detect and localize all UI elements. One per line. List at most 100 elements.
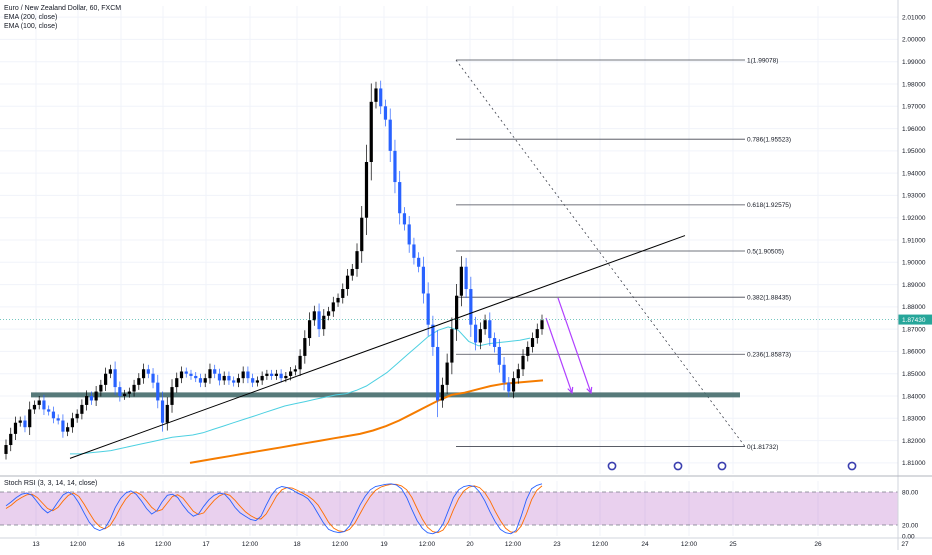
candle-body — [23, 420, 27, 428]
candle-body — [360, 217, 364, 252]
x-tick-label: 17 — [202, 541, 210, 548]
candle-body — [298, 355, 302, 370]
y-tick-label: 1.86000 — [902, 349, 926, 356]
y-tick-label: 1.87000 — [902, 326, 926, 333]
candle-body — [478, 329, 482, 343]
candle-body — [417, 257, 421, 267]
fib-level-label: 0.382(1.88435) — [747, 294, 791, 301]
candle-body — [246, 371, 250, 379]
candle-body — [42, 400, 46, 410]
candle-body — [521, 355, 525, 370]
candle-body — [317, 311, 321, 330]
x-tick-label: 23 — [553, 541, 561, 548]
event-marker-icon — [607, 461, 617, 471]
candle-body — [13, 422, 18, 434]
y-tick-label: 1.84000 — [902, 393, 926, 400]
legend-ema-200: EMA (200, close) — [4, 14, 57, 21]
stoch-lines — [5, 483, 543, 535]
candle-body — [455, 295, 459, 330]
stoch-title: Stoch RSI (3, 3, 14, 14, close) — [4, 480, 97, 487]
x-tick-label: 13 — [32, 541, 40, 548]
candle-body — [141, 369, 146, 379]
stoch-tick-label: 0.00 — [902, 533, 915, 540]
y-tick-label: 1.96000 — [902, 126, 926, 133]
event-marker-icon — [847, 461, 857, 471]
stoch-tick-label: 20.00 — [902, 522, 919, 529]
candle-body — [194, 375, 198, 379]
overlays: 1.87430 — [0, 235, 932, 471]
candle-body — [421, 266, 426, 294]
candle-body — [530, 338, 535, 347]
candle-body — [61, 420, 65, 432]
y-tick-label: 1.82000 — [902, 438, 926, 445]
candle-body — [284, 375, 288, 379]
candle-body — [303, 338, 307, 356]
y-tick-label: 1.98000 — [902, 81, 926, 88]
candle-body — [51, 411, 56, 419]
candle-body — [265, 373, 269, 376]
candle-body — [189, 373, 193, 376]
candle-body — [374, 88, 378, 102]
candle-body — [412, 244, 416, 258]
candle-body — [122, 393, 127, 396]
x-tick-label: 12:00 — [505, 541, 522, 548]
projection-arrow — [557, 297, 592, 394]
fib-level-label: 0.236(1.85873) — [747, 352, 791, 359]
fib-level-label: 0.5(1.90505) — [747, 248, 784, 255]
candle-body — [535, 329, 539, 339]
candle-body — [445, 362, 449, 385]
fib-level-label: 0.786(1.95523) — [747, 137, 791, 144]
candle-body — [251, 378, 255, 383]
candle-body — [345, 275, 350, 290]
candle-body — [222, 375, 226, 381]
fib-level-label: 0.618(1.92575) — [747, 202, 791, 209]
chart-title: Euro / New Zealand Dollar, 60, FXCM — [4, 5, 121, 12]
x-tick-label: 25 — [729, 541, 737, 548]
candle-body — [393, 150, 397, 183]
candle-body — [516, 369, 520, 379]
candle-body — [213, 369, 217, 374]
candle-body — [208, 369, 212, 379]
x-tick-label: 12:00 — [419, 541, 436, 548]
y-tick-label: 1.93000 — [902, 193, 926, 200]
candle-body — [113, 369, 117, 388]
candle-body — [402, 213, 407, 225]
candle-body — [156, 382, 160, 401]
candle-body — [80, 404, 84, 414]
x-tick-label: 16 — [117, 541, 125, 548]
candle-body — [270, 373, 274, 376]
x-tick-label: 26 — [814, 541, 822, 548]
candle-body — [450, 329, 454, 363]
candle-body — [426, 293, 430, 325]
y-tick-label: 1.92000 — [902, 215, 926, 222]
candle-body — [364, 162, 369, 218]
candle-body — [198, 378, 203, 383]
candle-body — [47, 409, 51, 412]
candle-body — [175, 378, 179, 388]
candle-body — [18, 420, 22, 423]
x-tick-label: 12:00 — [332, 541, 349, 548]
candle-body — [464, 266, 468, 290]
candle-body — [398, 182, 402, 214]
candle-body — [293, 369, 297, 372]
price-label-box — [898, 314, 932, 325]
price-label-text: 1.87430 — [902, 317, 926, 324]
x-tick-label: 24 — [641, 541, 649, 548]
candle-body — [32, 404, 37, 410]
projection-arrow-head — [567, 386, 574, 395]
candle-body — [99, 384, 103, 392]
x-tick-label: 18 — [293, 541, 301, 548]
moving-averages — [70, 326, 544, 464]
candle-body — [336, 297, 340, 303]
candle-body — [137, 378, 141, 385]
candle-body — [146, 369, 150, 374]
y-tick-label: 1.89000 — [902, 282, 926, 289]
candle-body — [440, 384, 444, 401]
candle-body — [407, 224, 411, 245]
candle-body — [85, 396, 89, 405]
candle-body — [388, 119, 392, 151]
candle-body — [511, 378, 516, 392]
x-tick-label: 27 — [901, 541, 909, 548]
candle-body — [502, 364, 506, 383]
